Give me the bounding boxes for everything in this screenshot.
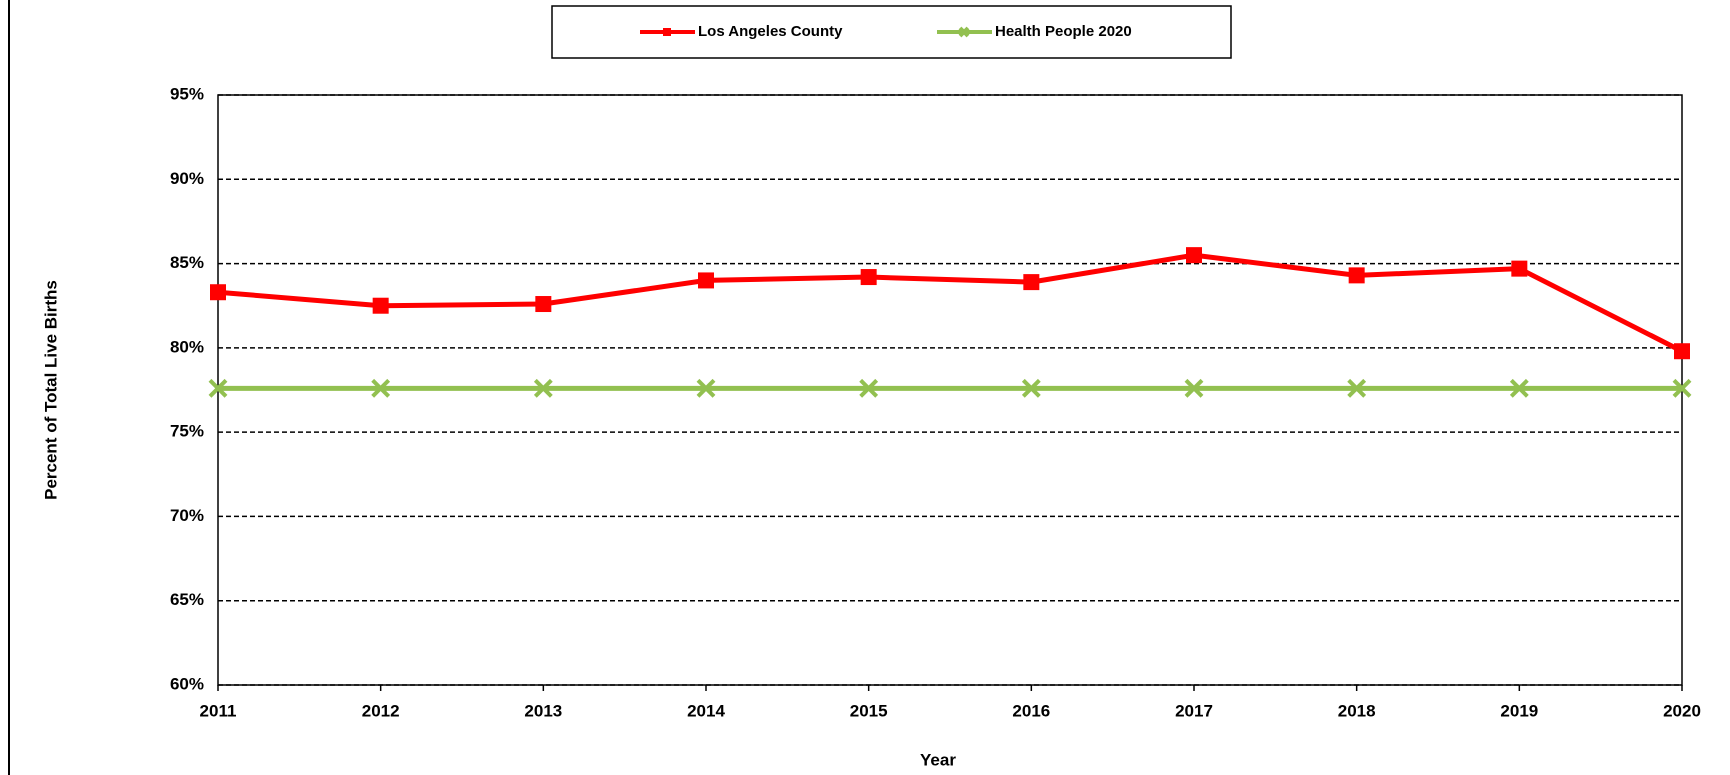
- data-point: [1347, 378, 1367, 398]
- data-point: [698, 272, 714, 289]
- y-tick-label: 75%: [170, 422, 204, 441]
- legend-marker: [958, 26, 970, 38]
- data-point: [1184, 378, 1204, 398]
- data-point: [1348, 267, 1365, 284]
- data-point: [208, 378, 228, 398]
- data-point: [372, 297, 389, 314]
- legend-box: [551, 5, 1232, 59]
- x-tick-label: 2019: [1500, 701, 1538, 720]
- data-point: [1023, 274, 1040, 291]
- y-tick-label: 80%: [170, 337, 204, 356]
- data-point: [1509, 378, 1529, 398]
- y-tick-label: 90%: [170, 169, 204, 188]
- x-tick-label: 2015: [850, 701, 888, 720]
- x-tick-label: 2011: [200, 701, 237, 720]
- y-tick-label: 95%: [170, 84, 204, 103]
- legend-label: Los Angeles County: [698, 23, 843, 40]
- y-tick-label: 65%: [170, 590, 204, 609]
- x-tick-label: 2014: [687, 701, 725, 720]
- data-point: [371, 378, 391, 398]
- series-line: [217, 252, 1684, 354]
- y-axis-label: Percent of Total Live Births: [41, 280, 60, 500]
- data-point: [533, 378, 553, 398]
- x-tick-label: 2017: [1175, 701, 1213, 720]
- data-point: [1672, 378, 1692, 398]
- x-tick-label: 2016: [1012, 701, 1050, 720]
- x-tick-label: 2012: [362, 701, 400, 720]
- y-tick-label: 70%: [170, 506, 204, 525]
- data-point: [1511, 260, 1528, 277]
- data-point: [535, 296, 552, 313]
- legend-marker: [663, 28, 671, 36]
- x-tick-label: 2018: [1338, 701, 1376, 720]
- data-point: [696, 378, 716, 398]
- x-tick-label: 2020: [1663, 701, 1701, 720]
- data-point: [859, 378, 879, 398]
- y-tick-label: 60%: [170, 674, 204, 693]
- y-tick-label: 85%: [170, 253, 204, 272]
- x-tick-label: 2013: [524, 701, 562, 720]
- x-axis-label: Year: [920, 750, 956, 769]
- data-point: [1021, 378, 1041, 398]
- data-point: [860, 269, 877, 286]
- data-point: [1674, 343, 1690, 360]
- legend-label: Health People 2020: [995, 23, 1132, 40]
- data-point: [1186, 247, 1202, 264]
- data-point: [210, 284, 226, 301]
